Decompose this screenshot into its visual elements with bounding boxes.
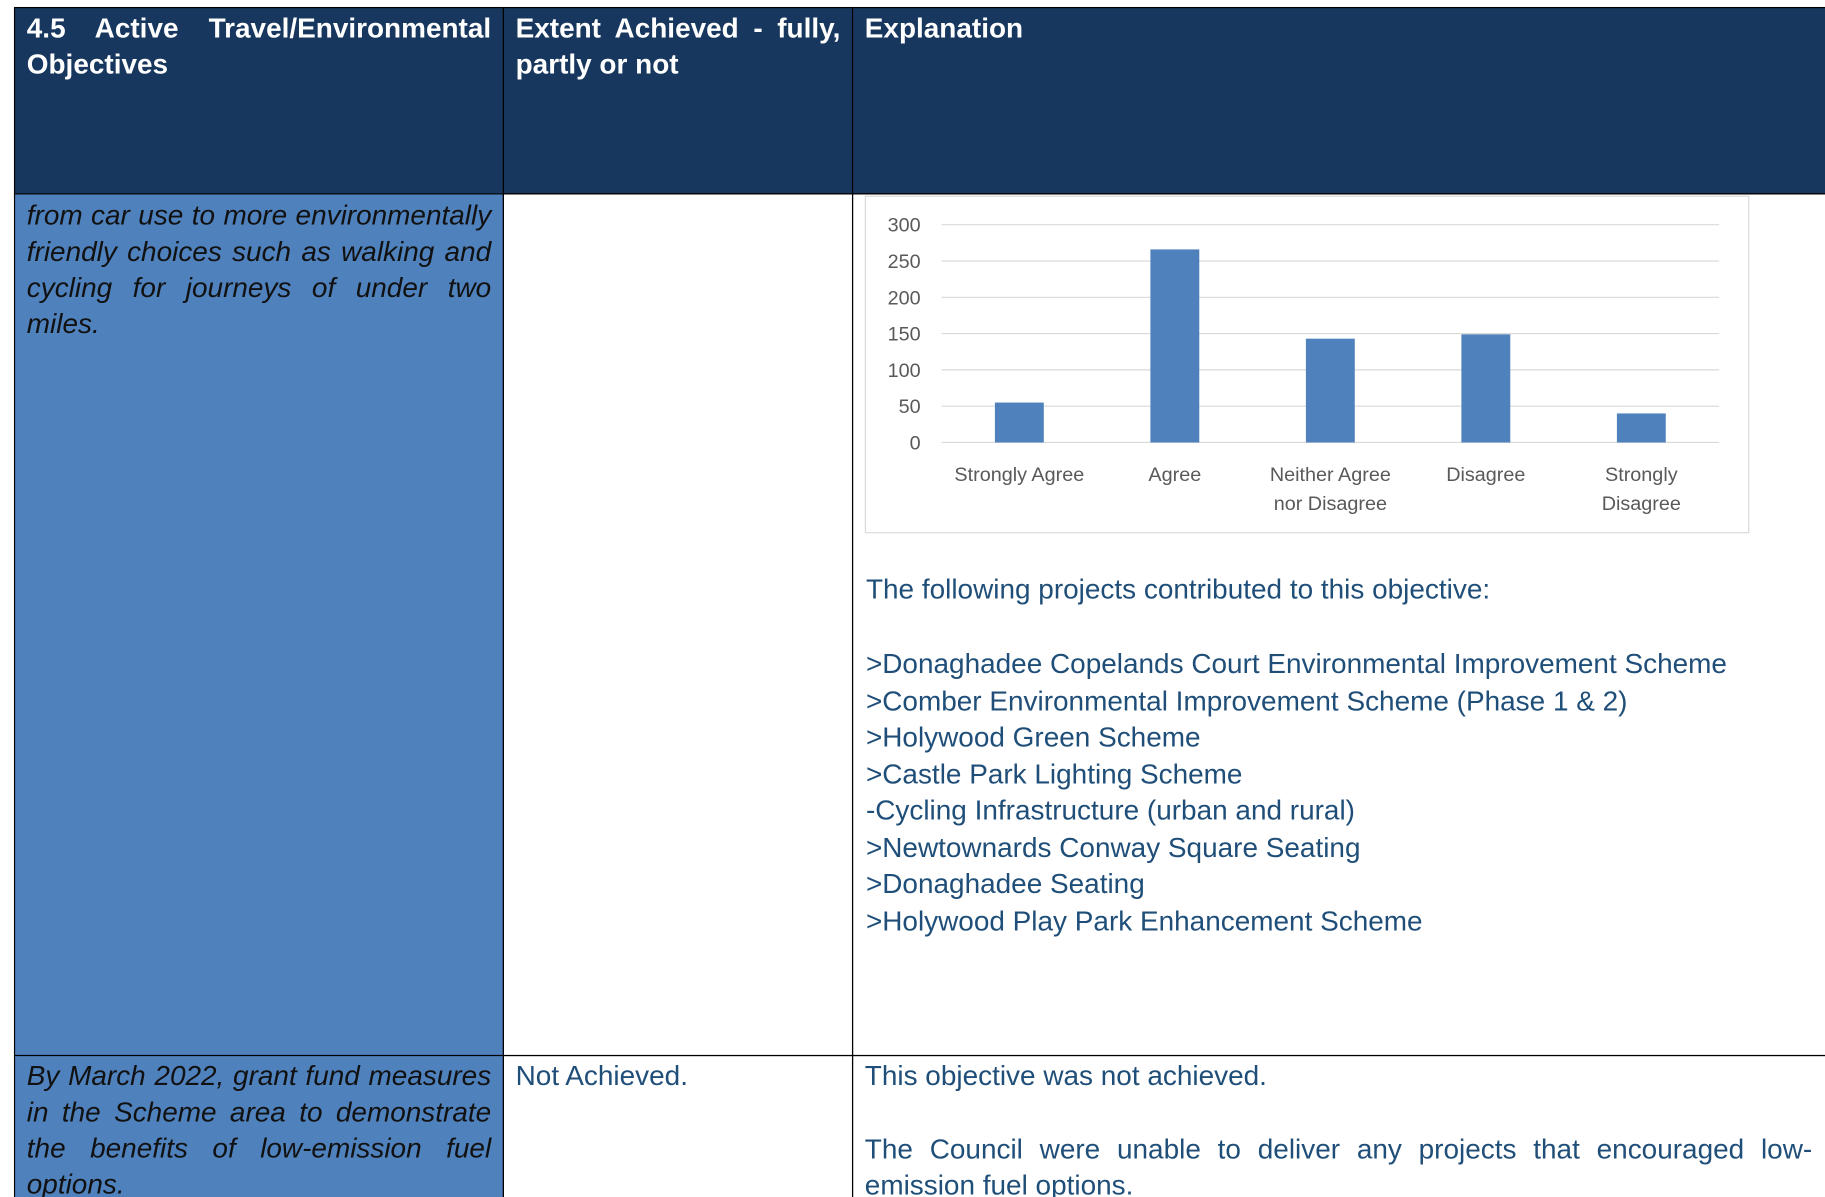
chart: 0 50 100 150 200 250 300 Strongly Agree Agree Ne… (864, 195, 1750, 534)
x-tick-label: Neither Agree nor Disagree (1269, 463, 1391, 515)
bar (1305, 338, 1355, 443)
extent-cell: Not Achieved. (502, 1054, 854, 1197)
y-tick-label: 100 (888, 360, 921, 382)
project-item: >Holywood Play Park Enhancement Scheme (865, 905, 1423, 937)
objective-cell: By March 2022, grant fund measures in th… (13, 1054, 504, 1197)
header-cell: 4.5 Active Travel/Environmental Objectiv… (13, 6, 504, 195)
y-tick-label: 200 (888, 287, 921, 309)
bar (1150, 249, 1200, 443)
extent-cell (502, 193, 854, 1057)
project-item: >Holywood Green Scheme (865, 721, 1201, 754)
project-item: >Castle Park Lighting Scheme (865, 758, 1243, 791)
intro-text: The following projects contributed to th… (865, 574, 1491, 606)
objective-cell: from car use to more environmentally fri… (13, 193, 504, 1057)
bar (994, 402, 1044, 443)
y-tick-label: 0 (910, 432, 921, 454)
bar (1461, 334, 1511, 443)
explanation-text: This objective was not achieved. (864, 1060, 1267, 1093)
x-tick-label: Strongly Agree (954, 463, 1085, 486)
x-tick-label: Disagree (1446, 463, 1526, 486)
explanation-text: The Council were unable to deliver any p… (864, 1133, 1813, 1197)
bar (1616, 413, 1666, 443)
chart-svg: 0 50 100 150 200 250 300 (888, 215, 1720, 454)
project-item: -Cycling Infrastructure (urban and rural… (865, 795, 1355, 827)
x-tick-label: Strongly Disagree (1601, 463, 1681, 515)
project-item: >Newtownards Conway Square Seating (865, 831, 1361, 864)
y-tick-label: 250 (888, 251, 921, 273)
x-tick-label: Agree (1148, 463, 1202, 486)
explanation-cell: This objective was not achieved. The Cou… (851, 1054, 1825, 1197)
y-tick-label: 150 (888, 324, 921, 346)
y-tick-label: 300 (888, 215, 921, 237)
header-cell: Extent Achieved - fully, partly or not (502, 6, 854, 195)
project-item: >Comber Environmental Improvement Scheme… (865, 685, 1628, 717)
y-tick-label: 50 (899, 396, 921, 418)
header-cell: Explanation (851, 6, 1825, 195)
project-item: >Donaghadee Seating (865, 868, 1145, 901)
explanation-cell: 0 50 100 150 200 250 300 Strongly Agree Agree Ne… (851, 193, 1825, 1057)
project-item: >Donaghadee Copelands Court Environmenta… (865, 648, 1727, 681)
project-list: >Donaghadee Copelands Court Environmenta… (866, 646, 1816, 939)
